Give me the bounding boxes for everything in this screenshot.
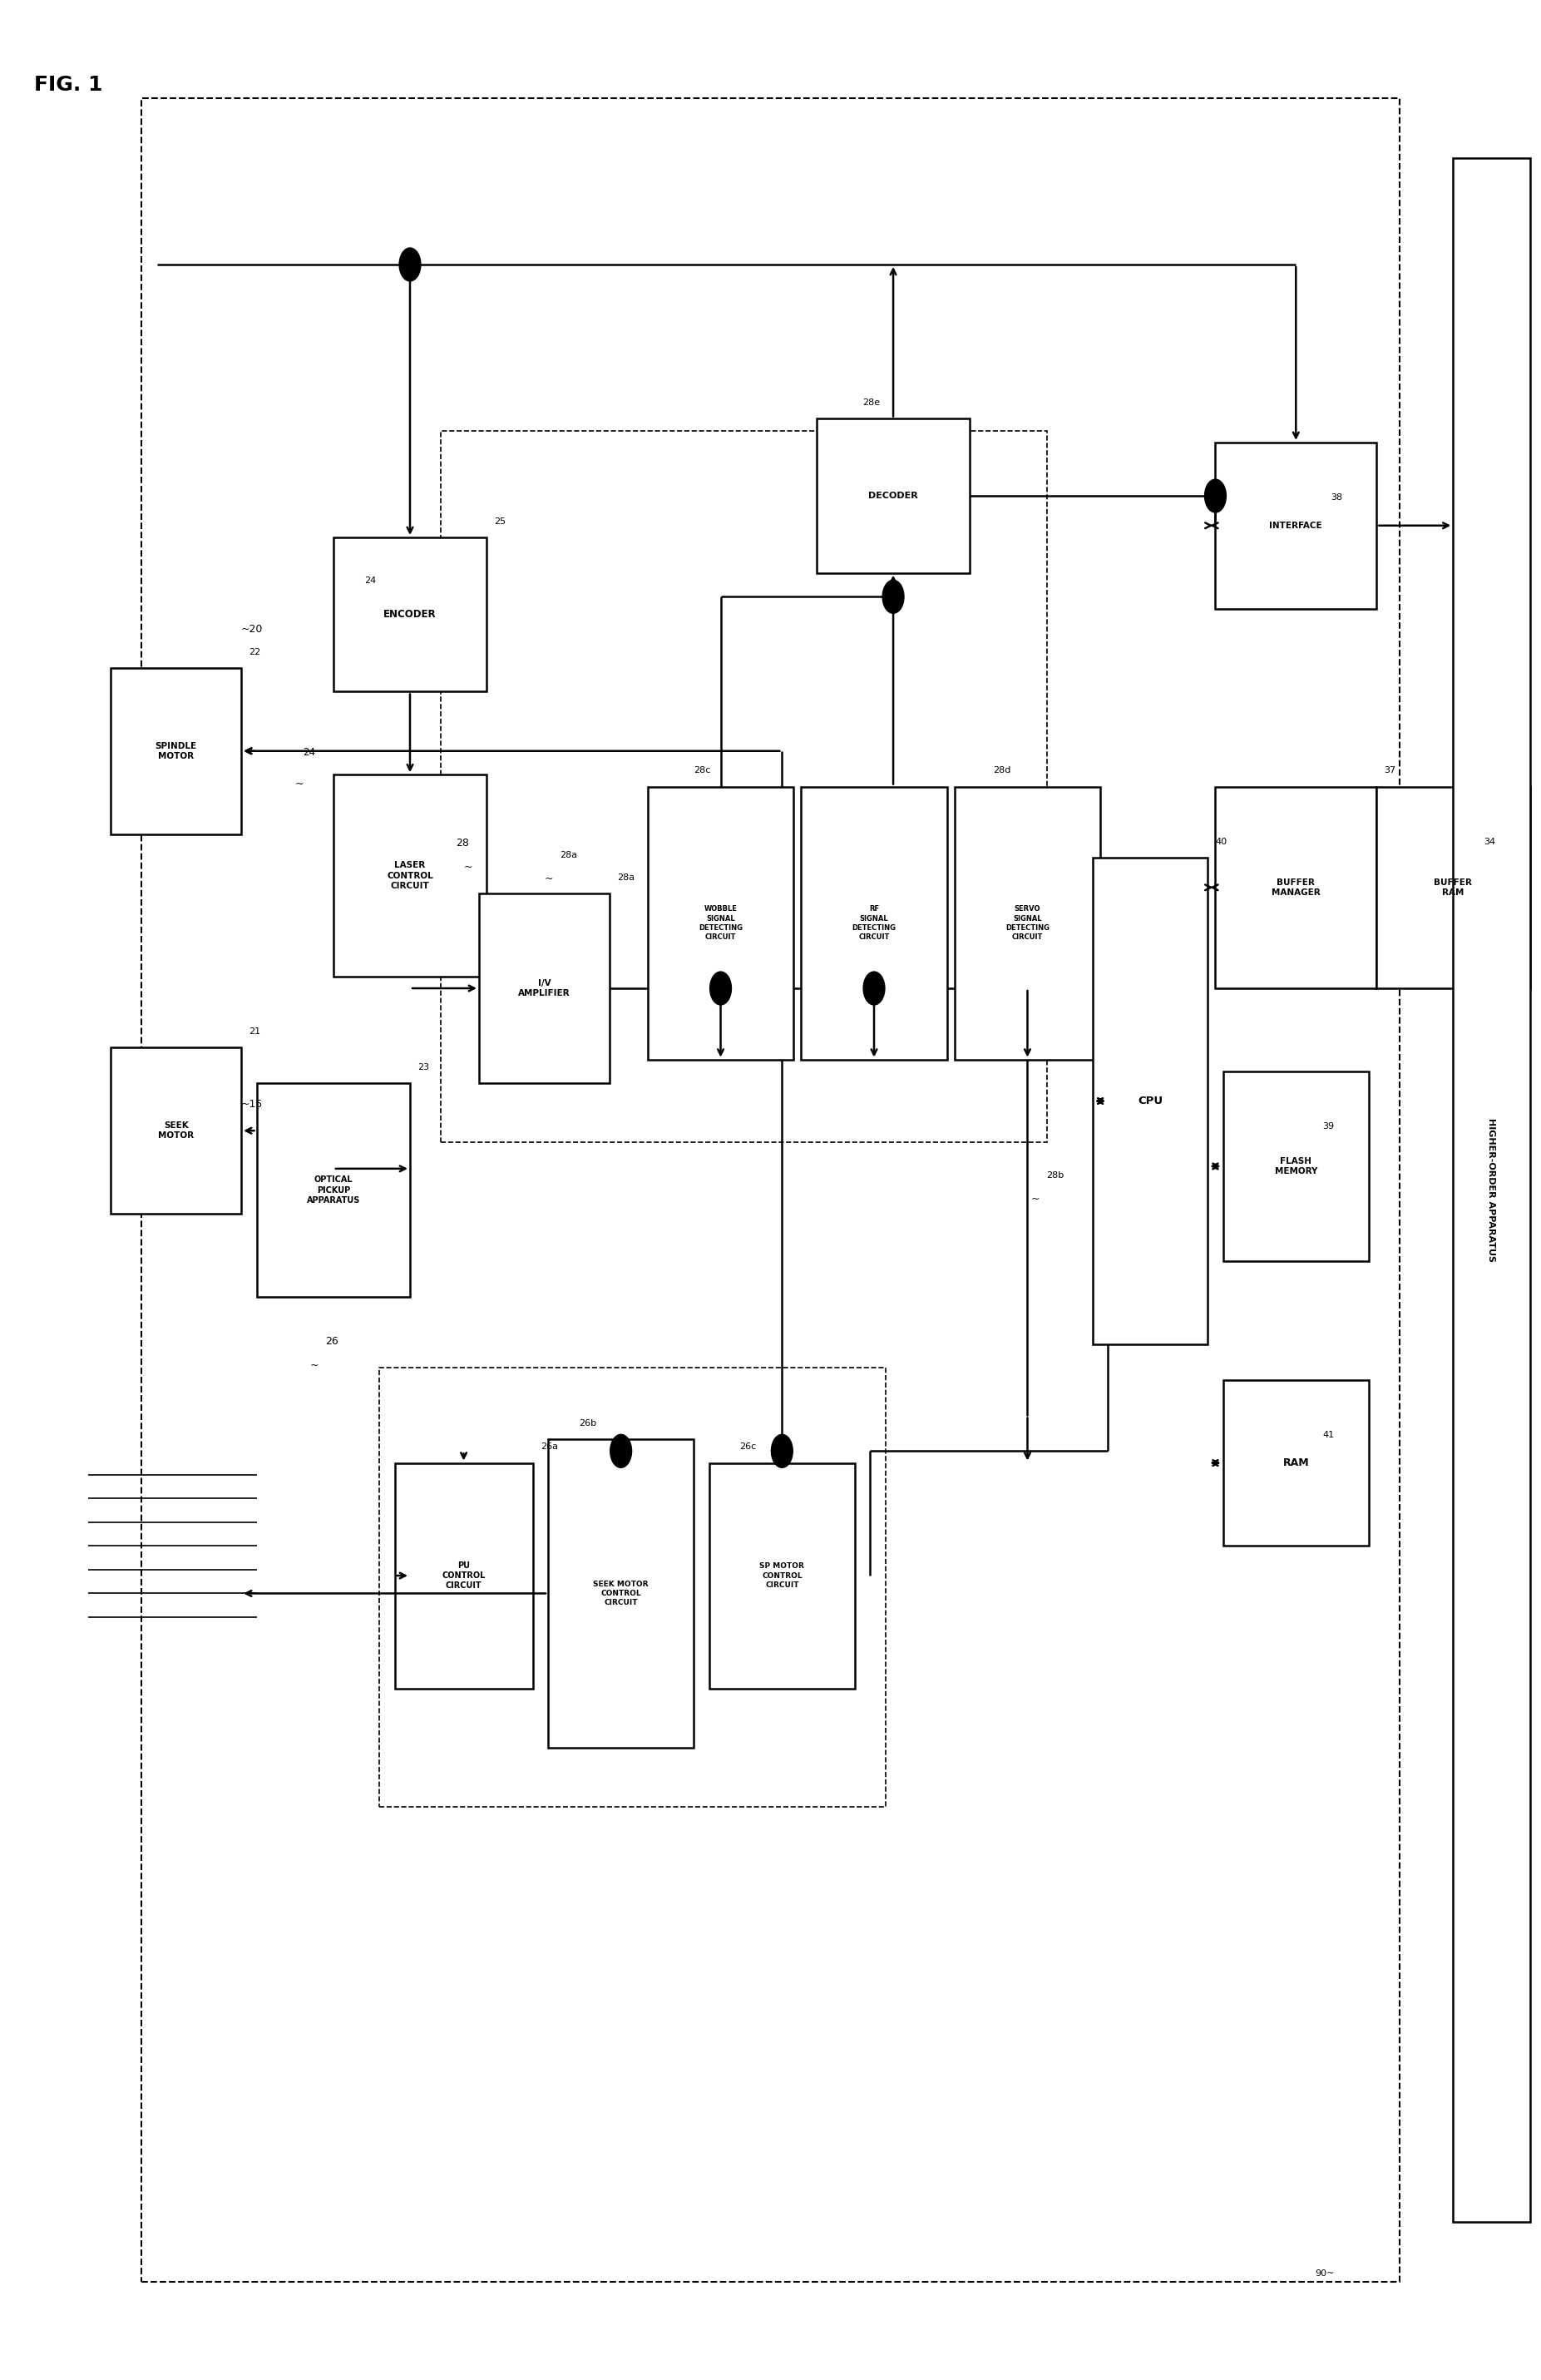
Text: 26c: 26c	[740, 1442, 757, 1452]
Bar	[257, 1083, 410, 1297]
Text: 40: 40	[1216, 838, 1227, 845]
Bar	[441, 431, 1046, 1142]
Text: 26a: 26a	[541, 1442, 558, 1452]
Bar	[394, 1464, 533, 1687]
Circle shape	[1205, 478, 1227, 512]
Circle shape	[710, 971, 732, 1004]
Text: 28a: 28a	[616, 873, 635, 881]
Text: 22: 22	[250, 647, 260, 657]
Text: 28d: 28d	[992, 766, 1011, 776]
Text: 26b: 26b	[579, 1418, 596, 1428]
Bar	[142, 98, 1399, 2282]
Text: 28a: 28a	[559, 852, 578, 859]
Text: ~20: ~20	[242, 624, 264, 635]
Circle shape	[883, 581, 905, 614]
Bar	[709, 1464, 855, 1687]
Text: 38: 38	[1330, 493, 1342, 502]
Text: 24: 24	[302, 747, 314, 759]
Text: ENCODER: ENCODER	[384, 609, 436, 619]
Text: 28: 28	[456, 838, 468, 847]
Bar	[479, 892, 609, 1083]
Text: BUFFER
RAM: BUFFER RAM	[1435, 878, 1472, 897]
Text: DECODER: DECODER	[869, 493, 918, 500]
Text: HIGHER-ORDER APPARATUS: HIGHER-ORDER APPARATUS	[1487, 1119, 1496, 1261]
Text: 23: 23	[418, 1064, 430, 1071]
Bar	[1224, 1380, 1368, 1547]
Text: SPINDLE
MOTOR: SPINDLE MOTOR	[156, 743, 197, 759]
Text: ~: ~	[294, 778, 304, 790]
Text: RAM: RAM	[1282, 1457, 1308, 1468]
Bar	[549, 1440, 693, 1747]
Bar	[111, 1047, 242, 1214]
Bar	[1216, 785, 1376, 988]
Text: 90~: 90~	[1314, 2271, 1335, 2278]
Circle shape	[399, 248, 421, 281]
Bar	[1453, 157, 1530, 2223]
Bar	[1093, 857, 1208, 1345]
Text: ~: ~	[544, 873, 553, 883]
Bar	[1224, 1071, 1368, 1261]
Text: I/V
AMPLIFIER: I/V AMPLIFIER	[518, 978, 570, 997]
Text: LASER
CONTROL
CIRCUIT: LASER CONTROL CIRCUIT	[387, 862, 433, 890]
Text: CPU: CPU	[1137, 1095, 1163, 1107]
Text: 21: 21	[250, 1028, 260, 1035]
Text: 26: 26	[325, 1335, 339, 1347]
Text: ~: ~	[1031, 1192, 1040, 1204]
Text: 24: 24	[364, 576, 376, 585]
Bar	[111, 669, 242, 833]
Circle shape	[770, 1435, 792, 1468]
Text: SEEK MOTOR
CONTROL
CIRCUIT: SEEK MOTOR CONTROL CIRCUIT	[593, 1580, 649, 1606]
Text: ~15: ~15	[242, 1100, 264, 1109]
Bar	[954, 785, 1100, 1059]
Bar	[1376, 785, 1530, 988]
Text: RF
SIGNAL
DETECTING
CIRCUIT: RF SIGNAL DETECTING CIRCUIT	[852, 904, 895, 940]
Text: SP MOTOR
CONTROL
CIRCUIT: SP MOTOR CONTROL CIRCUIT	[760, 1564, 804, 1587]
Bar	[801, 785, 946, 1059]
Text: FLASH
MEMORY: FLASH MEMORY	[1274, 1157, 1318, 1176]
Text: 41: 41	[1322, 1430, 1335, 1440]
Bar	[379, 1368, 886, 1806]
Text: 34: 34	[1484, 838, 1496, 845]
Text: PU
CONTROL
CIRCUIT: PU CONTROL CIRCUIT	[442, 1561, 485, 1590]
Text: SEEK
MOTOR: SEEK MOTOR	[159, 1121, 194, 1140]
Bar	[647, 785, 794, 1059]
Circle shape	[610, 1435, 632, 1468]
Text: 28c: 28c	[693, 766, 710, 776]
Text: 39: 39	[1322, 1123, 1335, 1130]
Bar	[817, 419, 969, 574]
Text: BUFFER
MANAGER: BUFFER MANAGER	[1271, 878, 1321, 897]
Text: INTERFACE: INTERFACE	[1270, 521, 1322, 531]
Text: 28e: 28e	[863, 397, 880, 407]
Text: 28b: 28b	[1046, 1171, 1065, 1180]
Text: SERVO
SIGNAL
DETECTING
CIRCUIT: SERVO SIGNAL DETECTING CIRCUIT	[1005, 904, 1049, 940]
Bar	[333, 538, 487, 693]
Text: 37: 37	[1384, 766, 1396, 776]
Bar	[333, 776, 487, 976]
Text: 25: 25	[495, 516, 505, 526]
Bar	[1216, 443, 1376, 609]
Text: ~: ~	[310, 1359, 319, 1371]
Text: ~: ~	[464, 862, 473, 871]
Text: OPTICAL
PICKUP
APPARATUS: OPTICAL PICKUP APPARATUS	[307, 1176, 361, 1204]
Text: FIG. 1: FIG. 1	[34, 74, 103, 95]
Circle shape	[863, 971, 885, 1004]
Text: WOBBLE
SIGNAL
DETECTING
CIRCUIT: WOBBLE SIGNAL DETECTING CIRCUIT	[698, 904, 743, 940]
